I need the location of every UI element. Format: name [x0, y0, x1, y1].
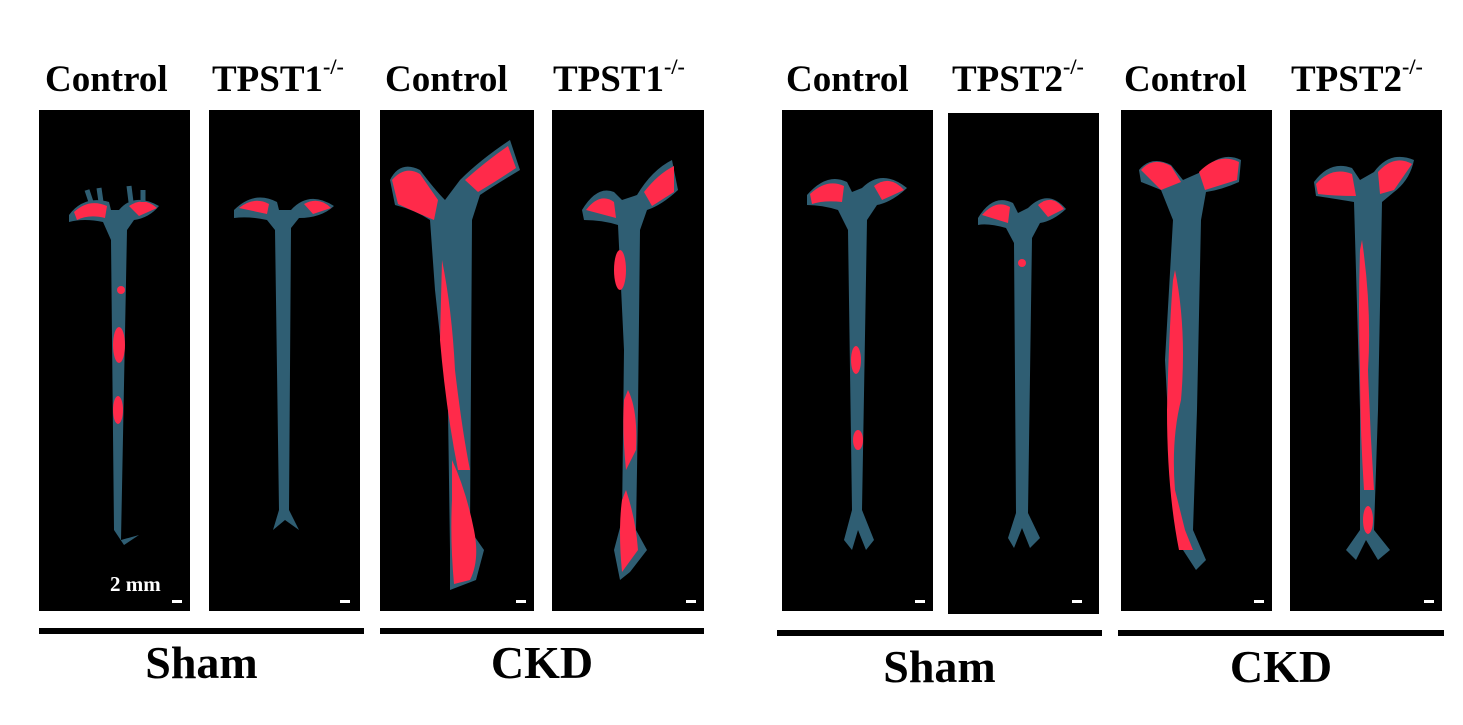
panel-label-2: TPST1-/-	[212, 53, 344, 100]
aorta-image-sham-control-1: 2 mm	[39, 110, 190, 611]
aorta-specimen	[807, 178, 907, 550]
aorta-image-sham-control-2	[782, 110, 933, 611]
aorta-image-ckd-knockout-2	[1290, 110, 1442, 611]
scale-bar-label: 2 mm	[110, 572, 161, 596]
group-rule-ckd-1	[380, 628, 704, 634]
scale-bar	[340, 600, 350, 603]
scale-bar	[1254, 600, 1264, 603]
aorta-specimen	[978, 198, 1066, 548]
scale-bar	[915, 600, 925, 603]
group-label-ckd-1: CKD	[490, 637, 594, 688]
group-rule-sham-2	[777, 630, 1102, 636]
aorta-image-ckd-control-1	[380, 110, 534, 611]
panel-label-6: TPST2-/-	[952, 53, 1084, 100]
group-rule-sham-1	[39, 628, 364, 634]
scale-bar	[516, 600, 526, 603]
scale-bar	[172, 600, 182, 603]
scale-bar	[1424, 600, 1434, 603]
scale-bar	[686, 600, 696, 603]
aorta-image-ckd-control-2	[1121, 110, 1272, 611]
group-rule-ckd-2	[1118, 630, 1444, 636]
aorta-image-sham-knockout-2	[948, 113, 1099, 614]
panel-label-4: TPST1-/-	[553, 53, 685, 100]
panel-label-7: Control	[1124, 59, 1247, 100]
scale-bar	[1072, 600, 1082, 603]
aorta-image-ckd-knockout-1	[552, 110, 704, 611]
aorta-specimen	[390, 140, 520, 590]
panel-label-8: TPST2-/-	[1291, 53, 1423, 100]
panel-label-1: Control	[45, 59, 168, 100]
aorta-specimen	[234, 197, 334, 530]
aorta-specimen	[1139, 156, 1241, 570]
group-label-sham-2: Sham	[883, 641, 996, 692]
aorta-image-sham-knockout-1	[209, 110, 360, 611]
group-label-sham-1: Sham	[145, 637, 258, 688]
aorta-specimen	[69, 185, 159, 545]
aorta-specimen	[1314, 156, 1414, 560]
group-label-ckd-2: CKD	[1229, 641, 1333, 692]
panel-label-3: Control	[385, 59, 508, 100]
aorta-specimen	[582, 160, 678, 580]
panel-label-5: Control	[786, 59, 909, 100]
